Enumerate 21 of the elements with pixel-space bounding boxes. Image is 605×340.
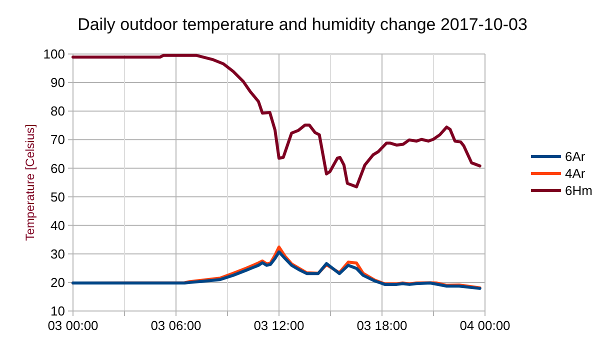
x-tick-label: 03 00:00	[48, 318, 98, 333]
line-series	[72, 54, 482, 188]
y-tick-label: 70	[50, 132, 65, 148]
y-tick-label: 30	[50, 246, 65, 262]
chart-title: Daily outdoor temperature and humidity change 2017-10-03	[78, 15, 528, 34]
x-tick-label: 03 18:00	[356, 318, 408, 333]
x-tick-label: 04 00:00	[460, 318, 510, 333]
y-tick-label: 20	[50, 274, 65, 290]
y-tick-label: 60	[50, 160, 65, 176]
y-tick-label: 100	[43, 46, 65, 62]
y-tick-label: 10	[50, 304, 65, 319]
y-tick-label: 40	[50, 218, 65, 233]
y-tick-label: 50	[50, 189, 65, 204]
x-tick-label: 03 06:00	[150, 318, 202, 333]
y-axis-title: Temperature [Celsius]	[23, 124, 37, 241]
x-tick-label: 03 12:00	[254, 318, 304, 333]
legend-label: 4Ar	[565, 166, 586, 182]
legend-label: 6Hm	[565, 183, 592, 198]
legend-label: 6Ar	[565, 149, 586, 164]
y-tick-label: 80	[50, 104, 65, 119]
y-tick-label: 90	[50, 75, 65, 90]
